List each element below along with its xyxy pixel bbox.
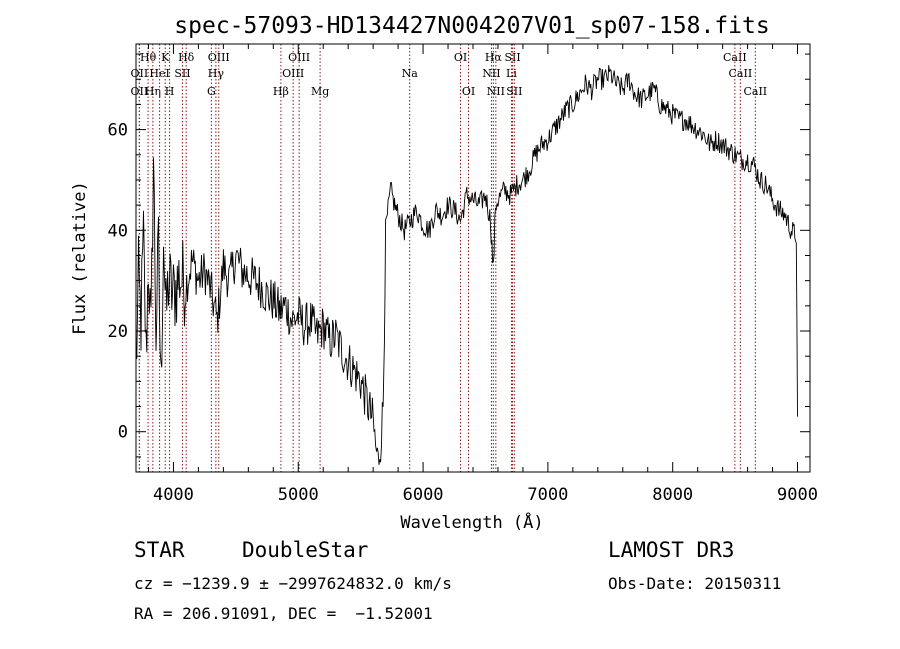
spectral-line-label: OIII [208,51,230,64]
spectral-line-label: Hθ [140,51,157,64]
y-tick-label: 0 [118,423,128,443]
spectral-line-label: NII [482,67,500,80]
chart-title: spec-57093-HD134427N004207V01_sp07-158.f… [174,13,769,39]
y-tick-label: 20 [108,322,128,342]
spectral-line-label: Hδ [178,51,195,64]
object-class: STAR [134,538,185,562]
spectral-line-label: Hβ [273,85,289,98]
spectral-line-label: CaII [743,85,767,98]
spectral-line-label: Na [402,67,419,80]
spectral-line-label: Hα [485,51,503,64]
spectral-line-label: Hη [145,85,161,98]
survey-name: LAMOST DR3 [608,538,735,562]
redshift-readout: cz = −1239.9 ± −2997624832.0 km/s [134,574,452,593]
spectral-line-label: OIII [288,51,310,64]
spectral-line-label: K [161,51,170,64]
x-tick-label: 7000 [527,485,568,505]
spectral-line-label: SII [506,85,522,98]
y-tick-label: 40 [108,221,128,241]
spectral-line-label: CaII [729,67,753,80]
observation-date: Obs-Date: 20150311 [608,574,782,593]
spectral-line-label: OI [454,51,467,64]
y-tick-label: 60 [108,121,128,141]
spectrum-layer [136,65,798,465]
y-axis-label: Flux (relative) [70,181,90,335]
x-tick-label: 4000 [153,485,194,505]
spectral-line-label: H [165,85,175,98]
x-axis-label: Wavelength (Å) [400,511,543,533]
spectral-line-label: SII [504,51,520,64]
x-tick-label: 8000 [652,485,693,505]
spectral-line-label: Li [506,67,517,80]
spectrum-trace [136,65,798,465]
spectral-line-label: OIII [282,67,304,80]
spectral-line-label: G [207,85,216,98]
spectral-line-label: OII [131,85,149,98]
x-tick-label: 9000 [777,485,818,505]
axis-ticks: 4000 5000 6000 7000 8000 9000 0 20 40 60 [108,44,818,505]
spectral-line-label: HeI [149,67,169,80]
coordinates-readout: RA = 206.91091, DEC = −1.52001 [134,604,433,623]
x-tick-label: 6000 [403,485,444,505]
spectral-line-label: NII [487,85,505,98]
spectral-line-label: Mg [311,85,329,98]
object-subclass: DoubleStar [242,538,369,562]
spectral-line-label: OI [462,85,475,98]
spectral-line-label: SII [174,67,190,80]
plot-frame [135,43,811,473]
spectral-line-label: CaII [723,51,747,64]
spectral-line-label: Hγ [208,67,225,80]
x-tick-label: 5000 [278,485,319,505]
